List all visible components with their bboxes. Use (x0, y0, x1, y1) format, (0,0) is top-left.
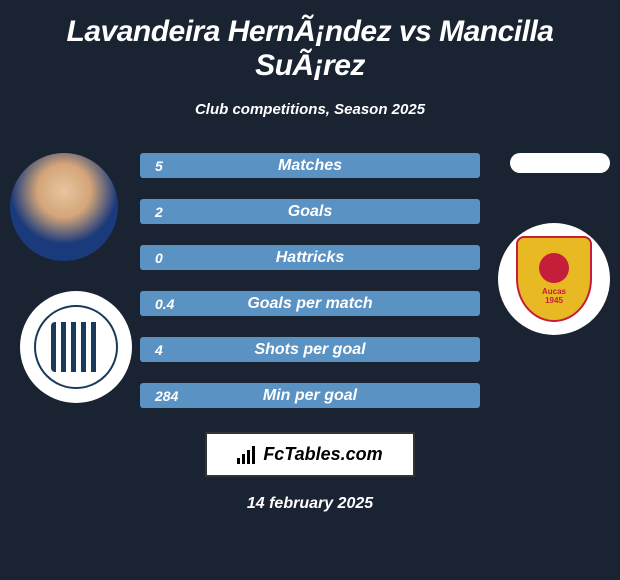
fctables-branding: FcTables.com (205, 432, 414, 477)
stat-bar-hattricks: 0 Hattricks (140, 245, 480, 270)
stats-bars: 5 Matches 2 Goals 0 Hattricks 0.4 Goals … (120, 153, 500, 408)
stat-label: Min per goal (140, 387, 480, 405)
main-content: 5 Matches 2 Goals 0 Hattricks 0.4 Goals … (10, 153, 610, 408)
right-player-badges: Aucas 1945 (500, 153, 610, 335)
stat-value: 0.4 (155, 296, 174, 312)
club-badge-alianza (20, 291, 132, 403)
stat-label: Shots per goal (140, 341, 480, 359)
infographic-container: Lavandeira HernÃ¡ndez vs Mancilla SuÃ¡re… (0, 0, 620, 580)
aucas-year: 1945 (545, 296, 563, 305)
stat-value: 0 (155, 250, 163, 266)
aucas-head-icon (539, 253, 569, 283)
aucas-name: Aucas (542, 287, 566, 296)
stat-value: 5 (155, 158, 163, 174)
stat-value: 2 (155, 204, 163, 220)
player-avatar-left (10, 153, 118, 261)
stat-bar-min-per-goal: 284 Min per goal (140, 383, 480, 408)
chart-icon (237, 446, 255, 464)
stat-bar-matches: 5 Matches (140, 153, 480, 178)
stat-bar-shots-per-goal: 4 Shots per goal (140, 337, 480, 362)
page-title: Lavandeira HernÃ¡ndez vs Mancilla SuÃ¡re… (10, 15, 610, 83)
stat-label: Hattricks (140, 249, 480, 267)
stat-bar-goals: 2 Goals (140, 199, 480, 224)
stat-value: 4 (155, 342, 163, 358)
aucas-shield: Aucas 1945 (516, 236, 592, 322)
stat-label: Goals per match (140, 295, 480, 313)
subtitle: Club competitions, Season 2025 (195, 101, 425, 118)
stat-label: Matches (140, 157, 480, 175)
alianza-shield (34, 305, 118, 389)
left-player-badges (10, 153, 120, 403)
club-badge-aucas: Aucas 1945 (498, 223, 610, 335)
stat-bar-goals-per-match: 0.4 Goals per match (140, 291, 480, 316)
stat-value: 284 (155, 388, 178, 404)
fctables-text: FcTables.com (263, 444, 382, 465)
date-text: 14 february 2025 (247, 495, 373, 513)
player-avatar-right (510, 153, 610, 173)
stat-label: Goals (140, 203, 480, 221)
alianza-stripes (51, 322, 101, 372)
